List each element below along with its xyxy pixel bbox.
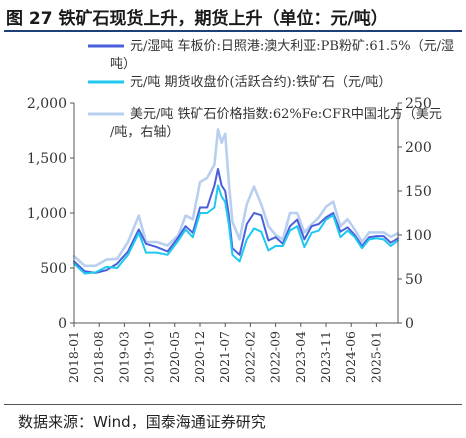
chart-title: 图 27 铁矿石现货上升，期货上升（单位：元/吨） — [6, 9, 388, 29]
x-tick-label: 2018-01 — [66, 331, 81, 383]
series-line-2 — [73, 184, 399, 275]
right-tick-label: 50 — [405, 272, 423, 288]
x-tick-label: 2023-11 — [318, 331, 333, 383]
left-tick-label: 2,000 — [27, 96, 67, 112]
legend-label-3: 美元/吨 铁矿石价格指数:62%Fe:CFR中国北方（美元 — [130, 106, 442, 122]
axes: 0 500 1,000 1,500 2,000 0 50 100 150 200 250 2018-0… — [27, 96, 432, 383]
left-tick-label: 1,000 — [27, 206, 67, 222]
series-line-3 — [72, 128, 400, 268]
title-divider — [4, 30, 462, 32]
left-tick-label: 1,500 — [27, 151, 67, 167]
right-tick-label: 250 — [405, 96, 432, 112]
x-tick-label: 2023-04 — [293, 331, 308, 383]
x-tick-label: 2018-08 — [91, 331, 106, 383]
legend-label-1: 吨） — [110, 57, 136, 72]
x-tick-label: 2025-01 — [368, 331, 383, 383]
legend-label-3: /吨，右轴） — [110, 125, 179, 140]
left-tick-label: 500 — [40, 261, 67, 277]
x-tick-label: 2020-12 — [192, 331, 207, 383]
x-tick-label: 2022-09 — [268, 331, 283, 383]
footer-divider — [4, 404, 462, 405]
x-tick-label: 2019-10 — [142, 331, 157, 383]
x-tick-label: 2021-07 — [217, 331, 232, 383]
plot-lines — [72, 128, 400, 275]
x-tick-label: 2022-02 — [242, 331, 257, 383]
x-tick-label: 2019-03 — [116, 331, 131, 383]
right-tick-label: 0 — [405, 316, 414, 332]
x-tick-label: 2024-06 — [343, 331, 358, 383]
x-tick-label: 2020-05 — [167, 331, 182, 383]
left-tick-label: 0 — [58, 316, 67, 332]
series-line-1 — [73, 168, 399, 274]
right-tick-label: 150 — [405, 184, 432, 200]
right-tick-label: 200 — [405, 140, 432, 156]
source-note: 数据来源：Wind，国泰海通证券研究 — [18, 413, 266, 431]
iron-ore-price-chart: 0 500 1,000 1,500 2,000 0 50 100 150 200 250 2018-0… — [27, 38, 454, 383]
legend: 元/湿吨 车板价:日照港:澳大利亚:PB粉矿:61.5%（元/湿吨） 元/吨 期货… — [88, 38, 454, 140]
legend-label-2: 元/吨 期货收盘价(活跃合约):铁矿石（元/吨） — [130, 74, 391, 90]
legend-label-1: 元/湿吨 车板价:日照港:澳大利亚:PB粉矿:61.5%（元/湿 — [130, 38, 454, 54]
right-tick-label: 100 — [405, 228, 432, 244]
